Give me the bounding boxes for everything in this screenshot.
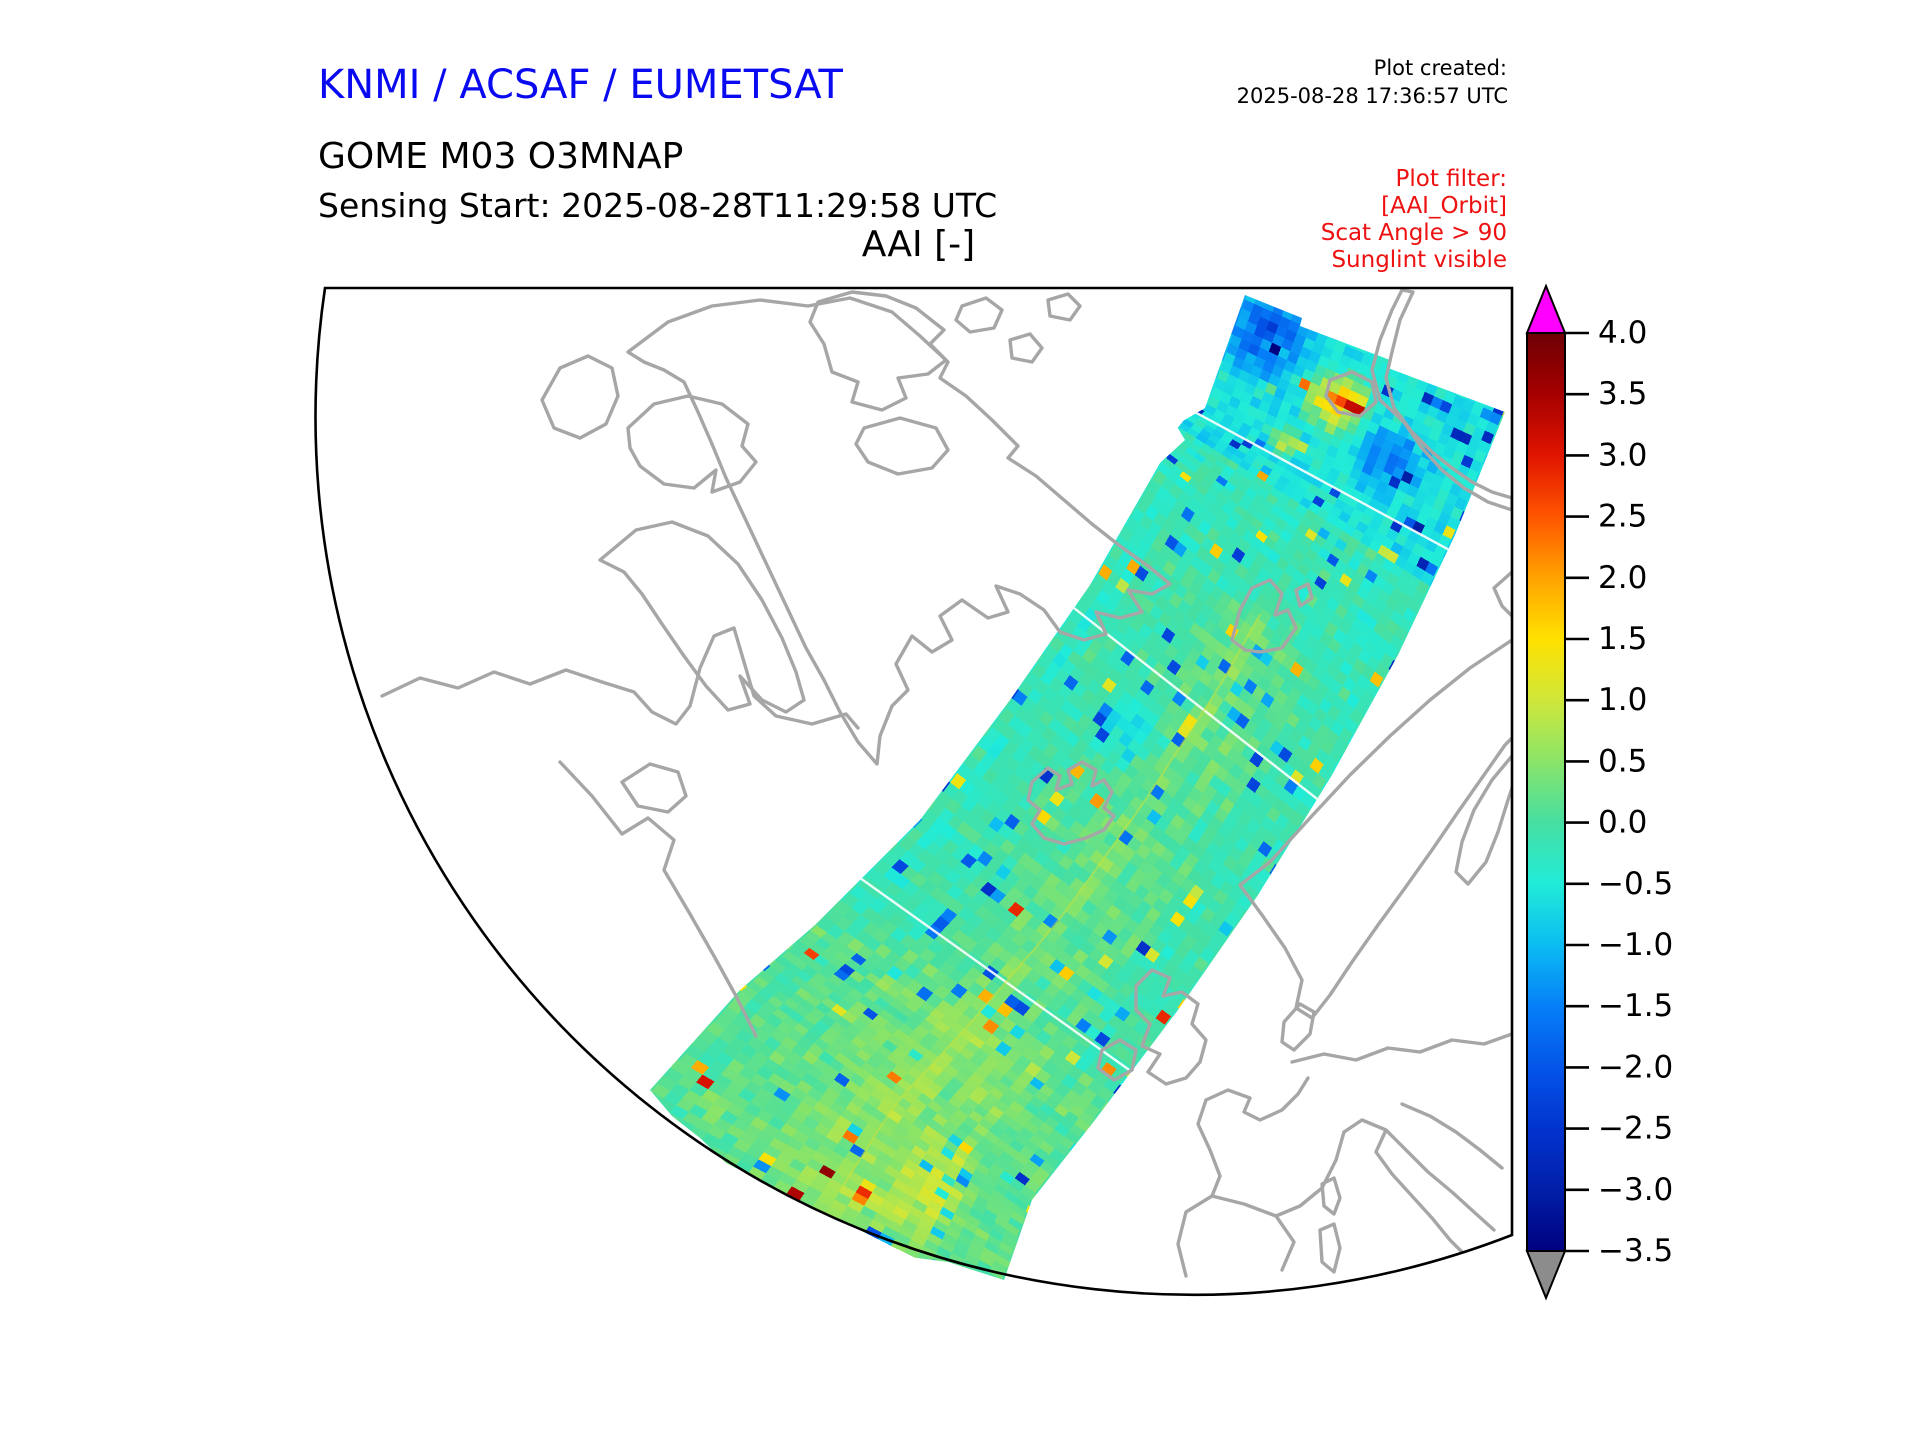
colorbar-tick-label: 3.5 [1598,376,1647,412]
colorbar-tick-label: 0.5 [1598,743,1647,779]
coast-baltic-south [1290,1032,1513,1064]
coast-italy [1342,1118,1496,1254]
product-title: GOME M03 O3MNAP [318,136,684,177]
coast-france-north [1204,1076,1310,1122]
coast-adriatic-east [1400,1102,1504,1170]
colorbar-tick-label: −3.0 [1598,1172,1673,1208]
colorbar-tick-label: −2.0 [1598,1049,1673,1085]
coast-victoria-island [626,394,758,494]
coast-norway-scandinavia [1238,638,1513,1020]
colorbar-ticks: 4.0 3.5 3.0 2.5 2.0 1.5 1.0 0.5 0.0 −0.5 −1.0 −1.5 −… [1565,315,1673,1269]
colorbar-tick-label: −0.5 [1598,866,1673,902]
coast-iceland [1026,760,1116,846]
coastlines [380,288,1513,1278]
brand-title: KNMI / ACSAF / EUMETSAT [318,62,843,108]
colorbar-tick-label: −2.5 [1598,1111,1673,1147]
coast-kola [1492,570,1513,618]
colorbar-tick-label: 3.0 [1598,437,1647,473]
colorbar-tick-label: 1.0 [1598,682,1647,718]
coast-banks-island [540,354,620,440]
coast-ellesmere-island [808,290,948,412]
coast-france-west [1196,1098,1222,1198]
coast-gulf-of-lion [1274,1130,1346,1218]
colorbar-tick-label: 4.0 [1598,315,1647,351]
colorbar-tick-label: 1.5 [1598,621,1647,657]
map-frame [314,286,1514,1297]
colorbar: 4.0 3.5 3.0 2.5 2.0 1.5 1.0 0.5 0.0 −0.5 −1.0 −1.5 −… [1525,283,1673,1301]
colorbar-gradient [1526,332,1566,1252]
swath-scan-seams [838,409,1457,1193]
colorbar-under-arrow [1525,1250,1567,1301]
coast-devon-island [854,416,950,476]
colorbar-tick-label: −3.5 [1598,1233,1673,1269]
axes-title: AAI [-] [861,224,976,265]
colorbar-tick-label: 0.0 [1598,805,1647,841]
coast-baffin-island [598,520,806,714]
coast-gulf-of-bothnia [1454,754,1513,886]
coast-denmark [1280,1002,1316,1052]
coast-southampton-island [620,762,688,814]
coast-svalbard [1230,578,1314,654]
colorbar-tick-label: −1.0 [1598,927,1673,963]
coast-arctic-islets [954,292,1082,364]
coast-corsica [1320,1176,1342,1216]
colorbar-tick-label: 2.0 [1598,560,1647,596]
coast-sardinia [1318,1222,1342,1274]
colorbar-tick-label: 2.5 [1598,499,1647,535]
coast-labrador [558,760,758,1038]
coast-ireland [1096,1038,1138,1082]
colorbar-tick-label: −1.5 [1598,988,1673,1024]
coast-greenland [626,296,1172,766]
plot-created-value: 2025-08-28 17:36:57 UTC [1236,84,1508,108]
sensing-start-line: Sensing Start: 2025-08-28T11:29:58 UTC [318,186,998,225]
coast-uk [1134,968,1208,1086]
coast-vaygach-island [1324,370,1378,418]
coast-canada-mainland [380,626,860,730]
aai-swath-heatmap [650,295,1505,1280]
plot-filter-block: Plot filter: [AAI_Orbit] Scat Angle > 90… [1320,166,1507,273]
colorbar-over-arrow [1525,283,1567,334]
plot-created-label: Plot created: [1373,56,1507,80]
coast-iberia [1176,1194,1296,1278]
